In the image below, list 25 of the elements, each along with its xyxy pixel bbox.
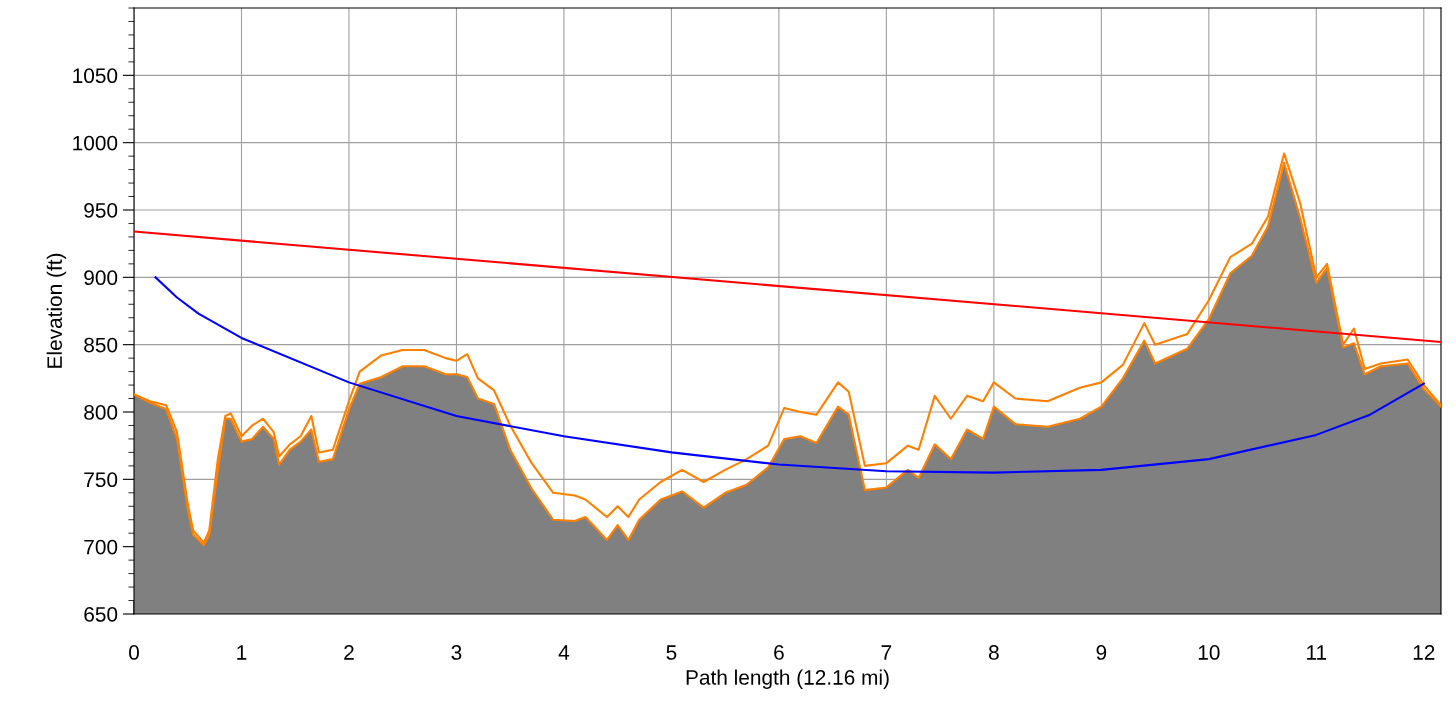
x-tick-label: 5 — [666, 645, 677, 660]
x-tick-label: 9 — [1096, 645, 1107, 660]
y-tick-label: 900 — [84, 270, 118, 286]
x-tick-label: 3 — [451, 645, 462, 660]
x-tick-label: 11 — [1307, 645, 1327, 660]
y-axis-title: Elevation (ft) — [46, 253, 67, 368]
x-tick-label: 1 — [237, 645, 247, 660]
x-tick-label: 10 — [1198, 645, 1220, 660]
x-tick-label: 2 — [344, 645, 354, 660]
y-tick-label: 1050 — [73, 68, 118, 84]
y-tick-label: 1000 — [73, 135, 118, 151]
y-tick-label: 700 — [84, 539, 118, 555]
x-tick-label: 0 — [129, 645, 139, 660]
x-tick-label: 4 — [558, 645, 570, 660]
y-tick-label: 850 — [84, 337, 118, 353]
line-series — [154, 276, 1425, 474]
x-tick-label: 8 — [988, 645, 999, 660]
y-tick-label: 650 — [84, 607, 118, 622]
y-tick-label: 750 — [84, 472, 118, 488]
y-tick-label: 950 — [84, 203, 118, 218]
y-tick-label: 800 — [84, 405, 118, 420]
x-tick-label: 7 — [881, 645, 892, 660]
x-tick-label: 12 — [1413, 645, 1435, 660]
x-tick-label: 6 — [774, 645, 784, 660]
x-axis-title: Path length (12.16 mi) — [686, 669, 889, 689]
